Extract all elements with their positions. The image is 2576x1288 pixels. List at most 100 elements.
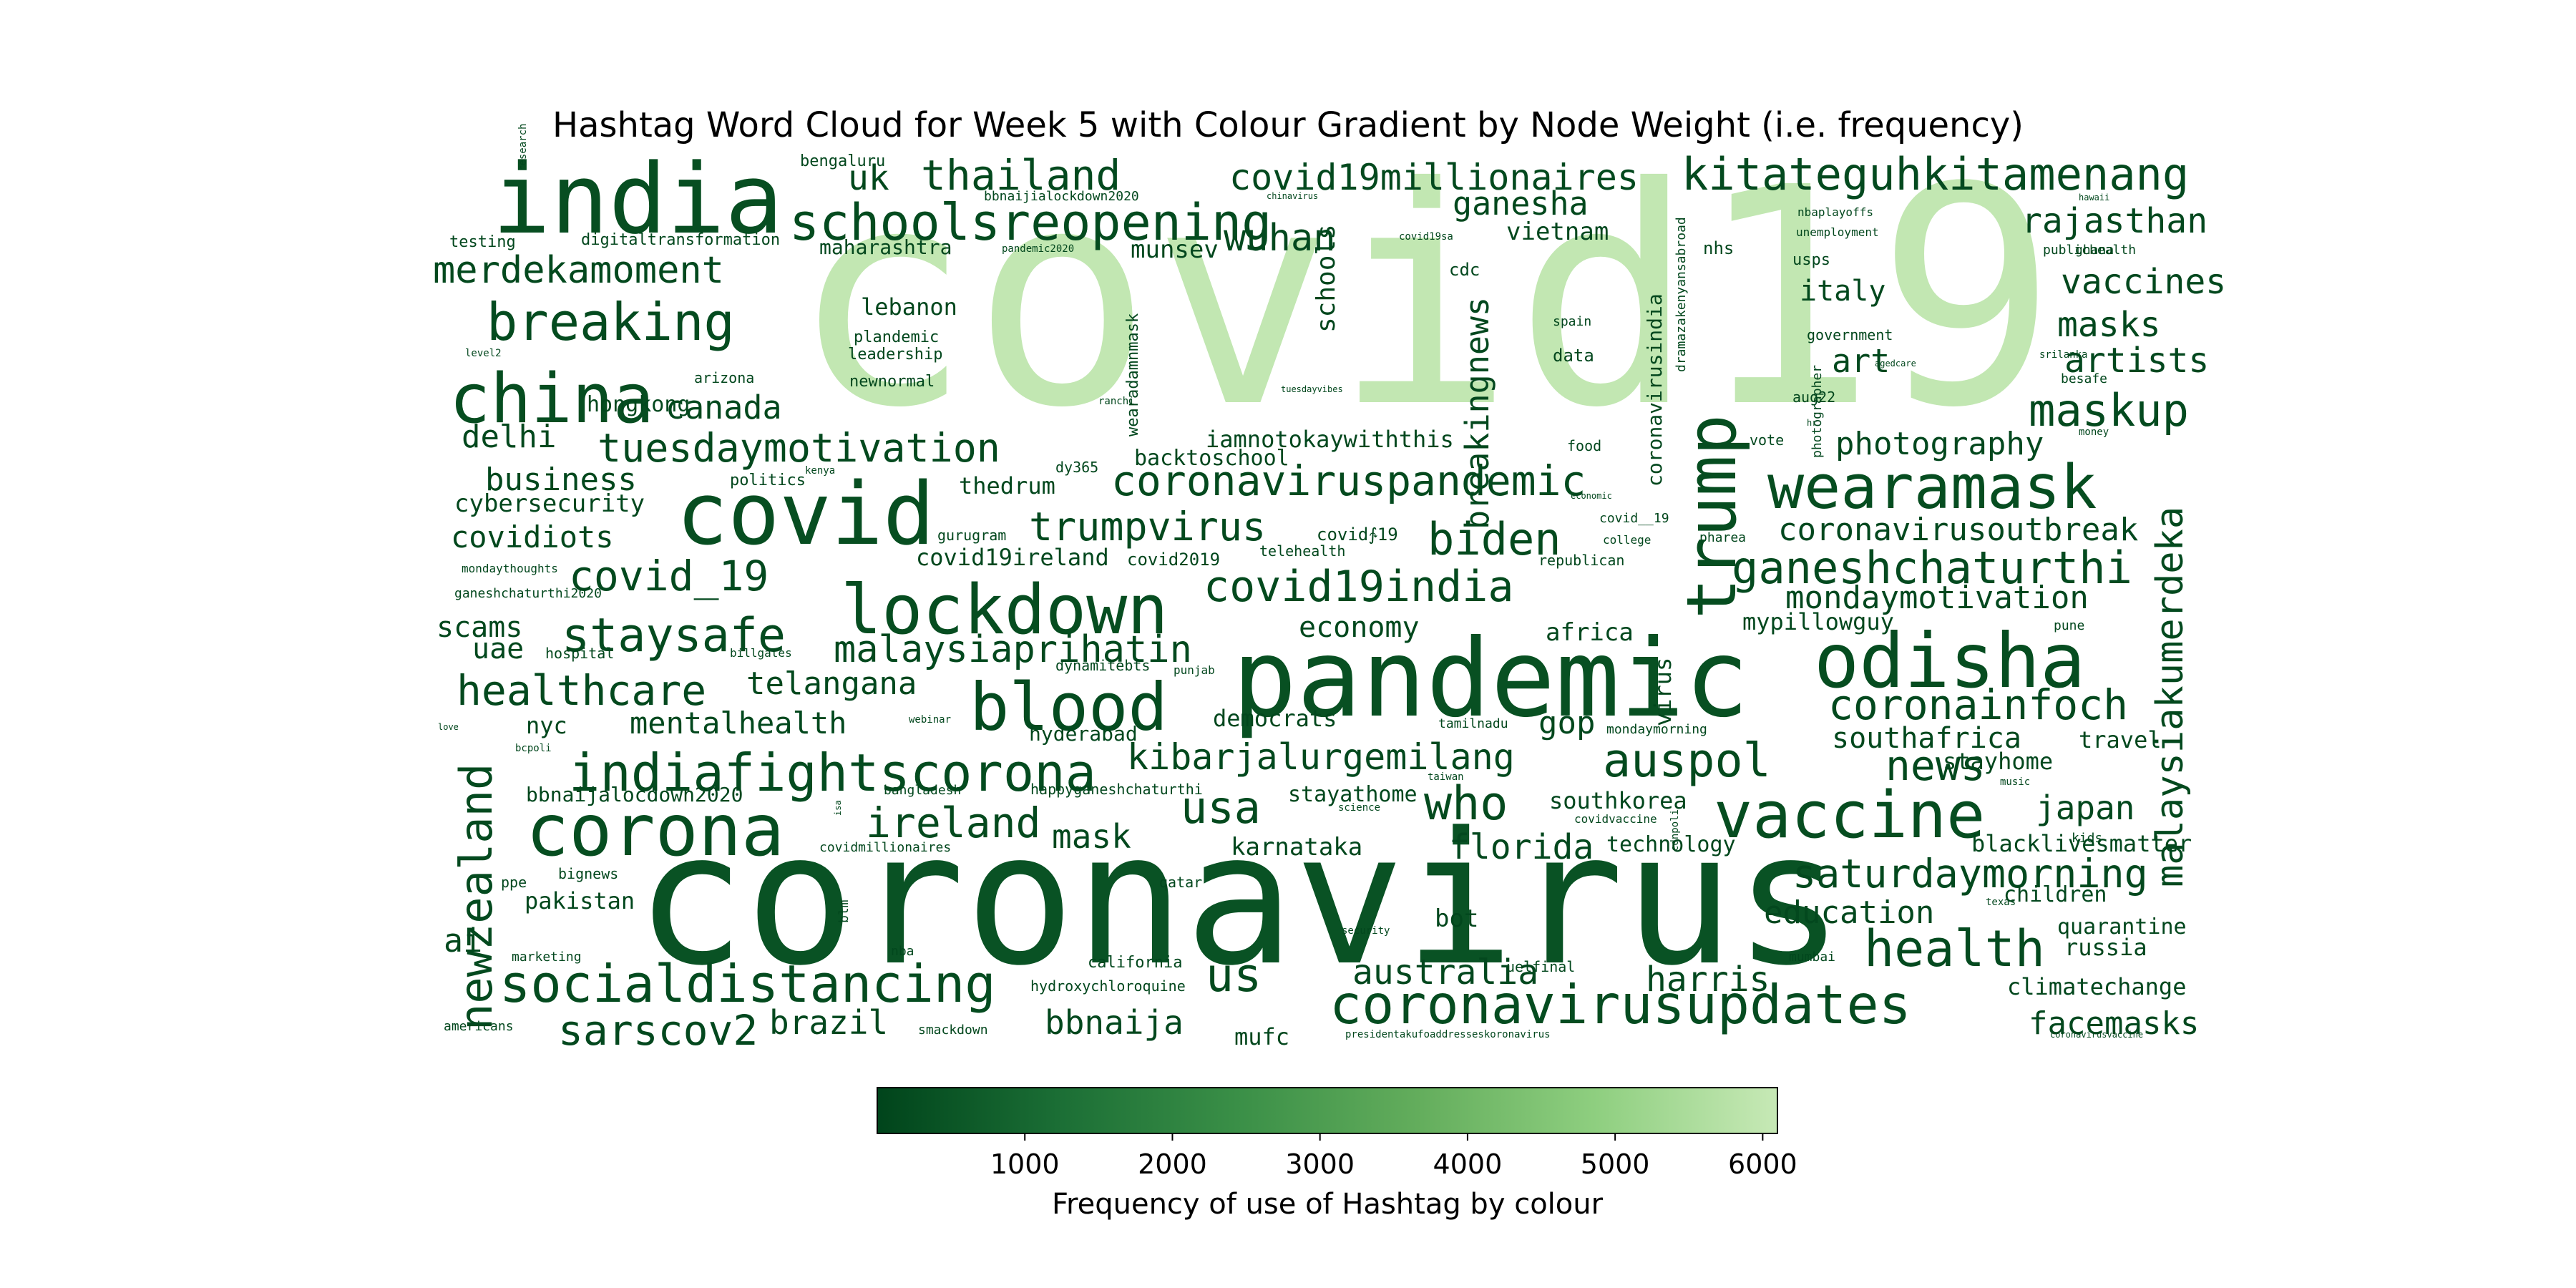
word-mondaymotivation: mondaymotivation	[1785, 580, 2089, 616]
word-uk: uk	[848, 158, 889, 198]
word-pandemic2020: pandemic2020	[1002, 243, 1074, 255]
word-sarscov2: sarscov2	[558, 1006, 758, 1055]
word-harris: harris	[1646, 960, 1770, 1000]
word-australia: australia	[1352, 952, 1538, 992]
word-japan: japan	[2036, 789, 2135, 827]
word-rajasthan: rajasthan	[2021, 201, 2207, 241]
word-southafrica: southafrica	[1832, 722, 2021, 755]
word-healthcare: healthcare	[457, 666, 706, 715]
colorbar-tick-label: 6000	[1728, 1148, 1797, 1180]
word-blacklivesmatter: blacklivesmatter	[1971, 830, 2192, 857]
word-vietnam: vietnam	[1506, 218, 1609, 246]
word-breaking: breaking	[487, 292, 735, 352]
word-mondaymorning: mondaymorning	[1606, 722, 1707, 737]
word-hawaii: hawaii	[2079, 192, 2109, 203]
word-uae: uae	[472, 633, 524, 665]
word-bbnaijialockdown2020: bbnaijialockdown2020	[984, 189, 1139, 204]
colorbar-tick-label: 2000	[1138, 1148, 1207, 1180]
word-bengaluru: bengaluru	[800, 152, 885, 170]
word-nyc: nyc	[526, 712, 567, 739]
colorbar-tick-label: 1000	[990, 1148, 1060, 1180]
word-iamnotokaywiththis: iamnotokaywiththis	[1206, 426, 1454, 453]
word-ganeshchaturthi2020: ganeshchaturthi2020	[454, 586, 602, 601]
word-us: us	[1206, 949, 1262, 1002]
word-dynamitebts: dynamitebts	[1055, 657, 1150, 674]
word-corona: corona	[526, 789, 784, 872]
word-bangladesh: bangladesh	[884, 783, 961, 798]
word-pharea: pharea	[1699, 530, 1746, 545]
word-quarantine: quarantine	[2057, 914, 2187, 940]
word-webinar: webinar	[909, 714, 951, 726]
word-texas: texas	[1986, 897, 2016, 908]
word-tuesdaymotivation: tuesdaymotivation	[597, 425, 1000, 471]
word-chinavirus: chinavirus	[1267, 191, 1318, 201]
word-tamilnadu: tamilnadu	[1438, 716, 1508, 731]
word-maskup: maskup	[2029, 384, 2189, 436]
word-vaccine: vaccine	[1714, 778, 1985, 853]
word-blood: blood	[970, 669, 1168, 746]
colorbar-gradient	[877, 1087, 1778, 1134]
word-technology: technology	[1606, 832, 1736, 857]
word-ireland: ireland	[866, 799, 1040, 847]
word-ganesha: ganesha	[1453, 185, 1589, 223]
word-data: data	[1553, 346, 1594, 366]
word-photography: photography	[1835, 426, 2044, 462]
word-government: government	[1807, 326, 1893, 343]
word-dramazakenyansabroad: dramazakenyansabroad	[1674, 217, 1689, 372]
word-bot: bot	[1435, 904, 1478, 933]
word-presidentakufoaddresseskoronavirus: presidentakufoaddresseskoronavirus	[1345, 1029, 1551, 1040]
word-auspol: auspol	[1603, 734, 1771, 788]
word-covid19ireland: covid19ireland	[916, 544, 1109, 571]
word-brazil: brazil	[769, 1003, 888, 1042]
word-pandemic: pandemic	[1232, 617, 1749, 741]
colorbar-label: Frequency of use of Hashtag by colour	[1051, 1188, 1604, 1221]
word-scams: scams	[436, 611, 522, 644]
word-malaysiaprihatin: malaysiaprihatin	[834, 628, 1192, 671]
word-maharashtra: maharashtra	[819, 235, 952, 259]
word-taiwan: taiwan	[1428, 771, 1464, 783]
word-nhs: nhs	[1703, 238, 1734, 258]
word-happyganeshchaturthi: happyganeshchaturthi	[1030, 781, 1203, 798]
word-trump: trump	[1673, 414, 1752, 619]
word-isa: isa	[833, 800, 843, 816]
word-indiafightscorona: indiafightscorona	[569, 743, 1096, 803]
word-staysafe: staysafe	[562, 609, 786, 663]
word-kitateguhkitamenang: kitateguhkitamenang	[1682, 148, 2189, 200]
word-arizona: arizona	[694, 369, 754, 386]
word-uelfinal: uelfinal	[1506, 958, 1575, 975]
word-economy: economy	[1299, 611, 1420, 644]
word-bbnaija: bbnaija	[1045, 1003, 1184, 1042]
word-covid19: covid19	[791, 124, 2057, 474]
word-economic: economic	[1571, 491, 1612, 501]
word-who: who	[1424, 777, 1508, 831]
word-vaccines: vaccines	[2061, 262, 2226, 302]
colorbar-tick-label: 4000	[1433, 1148, 1503, 1180]
word-trumpvirus: trumpvirus	[1029, 504, 1266, 550]
word-southkorea: southkorea	[1549, 787, 1687, 814]
word-telangana: telangana	[746, 665, 917, 702]
word-leadership: leadership	[848, 346, 942, 364]
word-coronavirusupdates: coronavirusupdates	[1330, 973, 1911, 1036]
word-california: california	[1088, 954, 1182, 972]
word-kibarjalurgemilang: kibarjalurgemilang	[1127, 736, 1515, 778]
word-mondaythoughts: mondaythoughts	[462, 562, 558, 575]
word-covidiots: covidiots	[451, 519, 614, 555]
word-punjab: punjab	[1174, 663, 1215, 677]
word-africa: africa	[1546, 618, 1634, 647]
word-stayathome: stayathome	[1288, 782, 1418, 807]
word-ai: ai	[444, 922, 482, 960]
word-cybersecurity: cybersecurity	[454, 489, 645, 518]
word-ghana: ghana	[2075, 243, 2114, 258]
word-masks: masks	[2057, 305, 2161, 345]
word-testing: testing	[449, 233, 516, 251]
word-plandemic: plandemic	[854, 328, 939, 346]
word-politics: politics	[730, 472, 806, 489]
word-besafe: besafe	[2061, 371, 2107, 386]
word-kids: kids	[2072, 831, 2102, 846]
word-hyderabad: hyderabad	[1029, 722, 1138, 746]
word-covid19india: covid19india	[1204, 562, 1513, 612]
word-gurugram: gurugram	[937, 527, 1006, 544]
word-children: children	[2004, 882, 2107, 907]
word-climatechange: climatechange	[2007, 973, 2186, 1000]
